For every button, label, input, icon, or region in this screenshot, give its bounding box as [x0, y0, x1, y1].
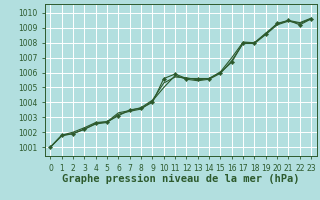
X-axis label: Graphe pression niveau de la mer (hPa): Graphe pression niveau de la mer (hPa) — [62, 174, 300, 184]
